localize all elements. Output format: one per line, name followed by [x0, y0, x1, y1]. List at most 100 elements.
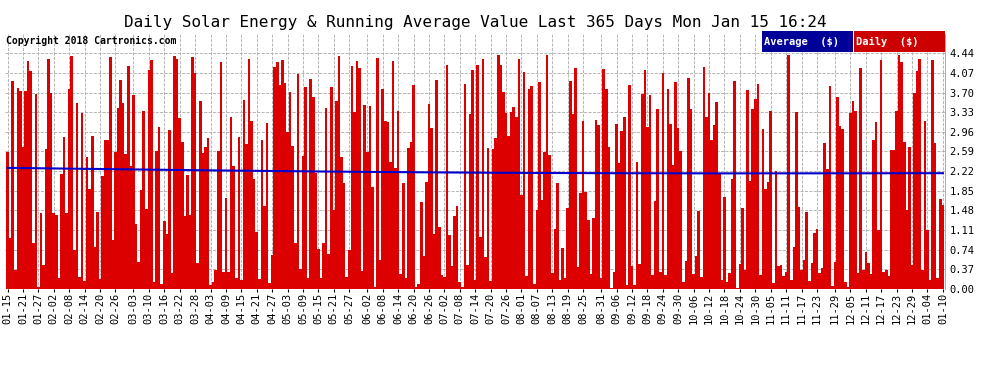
Bar	[813, 232, 816, 289]
Bar	[397, 111, 399, 289]
Bar	[890, 150, 893, 289]
Bar	[107, 140, 109, 289]
Bar	[553, 229, 556, 289]
Text: Daily  ($): Daily ($)	[856, 36, 919, 46]
Bar	[43, 265, 45, 289]
Bar	[194, 73, 196, 289]
Bar	[780, 265, 782, 289]
Bar	[803, 260, 806, 289]
Bar	[181, 141, 183, 289]
Bar	[921, 270, 924, 289]
Bar	[19, 91, 22, 289]
Bar	[52, 213, 55, 289]
Bar	[548, 154, 551, 289]
Bar	[513, 107, 515, 289]
Bar	[526, 276, 528, 289]
Bar	[648, 95, 651, 289]
Bar	[125, 154, 127, 289]
Bar	[456, 206, 458, 289]
Bar	[842, 129, 843, 289]
Bar	[695, 256, 698, 289]
Bar	[420, 201, 423, 289]
Bar	[772, 284, 774, 289]
Bar	[246, 144, 248, 289]
Bar	[307, 278, 310, 289]
Bar	[252, 178, 255, 289]
Bar	[690, 110, 692, 289]
Bar	[191, 57, 194, 289]
Bar	[238, 137, 240, 289]
Bar	[558, 280, 561, 289]
Bar	[423, 256, 425, 289]
Bar	[68, 89, 70, 289]
Bar	[355, 62, 358, 289]
Bar	[831, 286, 834, 289]
Bar	[148, 70, 150, 289]
Bar	[73, 250, 75, 289]
Bar	[230, 117, 233, 289]
Bar	[250, 121, 252, 289]
Bar	[410, 142, 412, 289]
Bar	[566, 208, 569, 289]
Bar	[469, 114, 471, 289]
Bar	[895, 111, 898, 289]
Bar	[255, 232, 258, 289]
Bar	[507, 136, 510, 289]
Bar	[373, 287, 376, 289]
Bar	[908, 147, 911, 289]
Bar	[22, 147, 24, 289]
Bar	[96, 212, 99, 289]
Bar	[315, 173, 317, 289]
Bar	[824, 143, 826, 289]
Bar	[286, 132, 289, 289]
Bar	[50, 93, 52, 289]
Bar	[631, 266, 634, 289]
Bar	[659, 272, 661, 289]
Bar	[371, 188, 373, 289]
Bar	[494, 138, 497, 289]
Bar	[140, 190, 143, 289]
Bar	[777, 266, 780, 289]
Bar	[11, 81, 14, 289]
Bar	[281, 60, 284, 289]
Bar	[220, 62, 222, 289]
Bar	[679, 151, 682, 289]
Bar	[412, 85, 415, 289]
Bar	[65, 213, 68, 289]
Bar	[742, 208, 743, 289]
Bar	[531, 86, 533, 289]
Bar	[839, 126, 842, 289]
Bar	[338, 56, 341, 289]
Bar	[536, 210, 539, 289]
Bar	[790, 280, 793, 289]
Bar	[183, 216, 186, 289]
Bar	[924, 121, 927, 289]
Bar	[484, 257, 487, 289]
Bar	[448, 235, 450, 289]
Bar	[590, 274, 592, 289]
Bar	[821, 268, 824, 289]
Bar	[487, 148, 489, 289]
Bar	[782, 276, 785, 289]
Bar	[150, 60, 152, 289]
Bar	[687, 78, 690, 289]
Bar	[132, 95, 135, 289]
Bar	[685, 261, 687, 289]
Bar	[265, 123, 268, 289]
Bar	[661, 73, 664, 289]
Bar	[872, 140, 875, 289]
Bar	[528, 89, 531, 289]
Bar	[666, 90, 669, 289]
Bar	[854, 111, 856, 289]
Bar	[312, 97, 315, 289]
Bar	[800, 270, 803, 289]
Bar	[556, 183, 558, 289]
Bar	[692, 274, 695, 289]
Bar	[584, 192, 587, 289]
Bar	[91, 136, 94, 289]
Bar	[32, 243, 35, 289]
Text: Copyright 2018 Cartronics.com: Copyright 2018 Cartronics.com	[6, 36, 176, 46]
Bar	[795, 112, 798, 289]
Bar	[320, 278, 323, 289]
Bar	[636, 162, 639, 289]
